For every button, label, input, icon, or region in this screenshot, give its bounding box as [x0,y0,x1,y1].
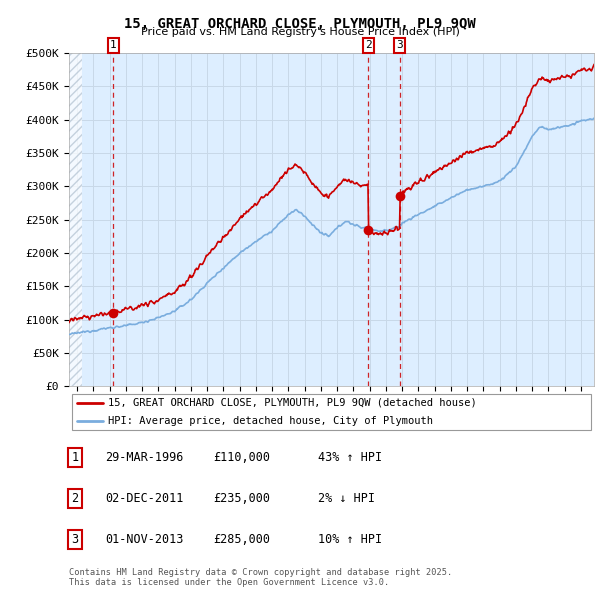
Text: 15, GREAT ORCHARD CLOSE, PLYMOUTH, PL9 9QW (detached house): 15, GREAT ORCHARD CLOSE, PLYMOUTH, PL9 9… [109,398,477,408]
Text: 2: 2 [365,40,372,50]
Text: 15, GREAT ORCHARD CLOSE, PLYMOUTH, PL9 9QW: 15, GREAT ORCHARD CLOSE, PLYMOUTH, PL9 9… [124,17,476,31]
Text: £285,000: £285,000 [213,533,270,546]
Text: Price paid vs. HM Land Registry's House Price Index (HPI): Price paid vs. HM Land Registry's House … [140,27,460,37]
Text: 1: 1 [110,40,117,50]
Text: 2% ↓ HPI: 2% ↓ HPI [318,492,375,505]
Text: HPI: Average price, detached house, City of Plymouth: HPI: Average price, detached house, City… [109,416,433,426]
Text: £110,000: £110,000 [213,451,270,464]
Text: Contains HM Land Registry data © Crown copyright and database right 2025.
This d: Contains HM Land Registry data © Crown c… [69,568,452,587]
Text: 01-NOV-2013: 01-NOV-2013 [105,533,184,546]
FancyBboxPatch shape [71,394,592,430]
Text: 29-MAR-1996: 29-MAR-1996 [105,451,184,464]
Text: 10% ↑ HPI: 10% ↑ HPI [318,533,382,546]
Text: 43% ↑ HPI: 43% ↑ HPI [318,451,382,464]
Text: 1: 1 [71,451,79,464]
Text: 3: 3 [396,40,403,50]
Text: 3: 3 [71,533,79,546]
Bar [69,53,82,386]
Text: 2: 2 [71,492,79,505]
Text: £235,000: £235,000 [213,492,270,505]
Text: 02-DEC-2011: 02-DEC-2011 [105,492,184,505]
